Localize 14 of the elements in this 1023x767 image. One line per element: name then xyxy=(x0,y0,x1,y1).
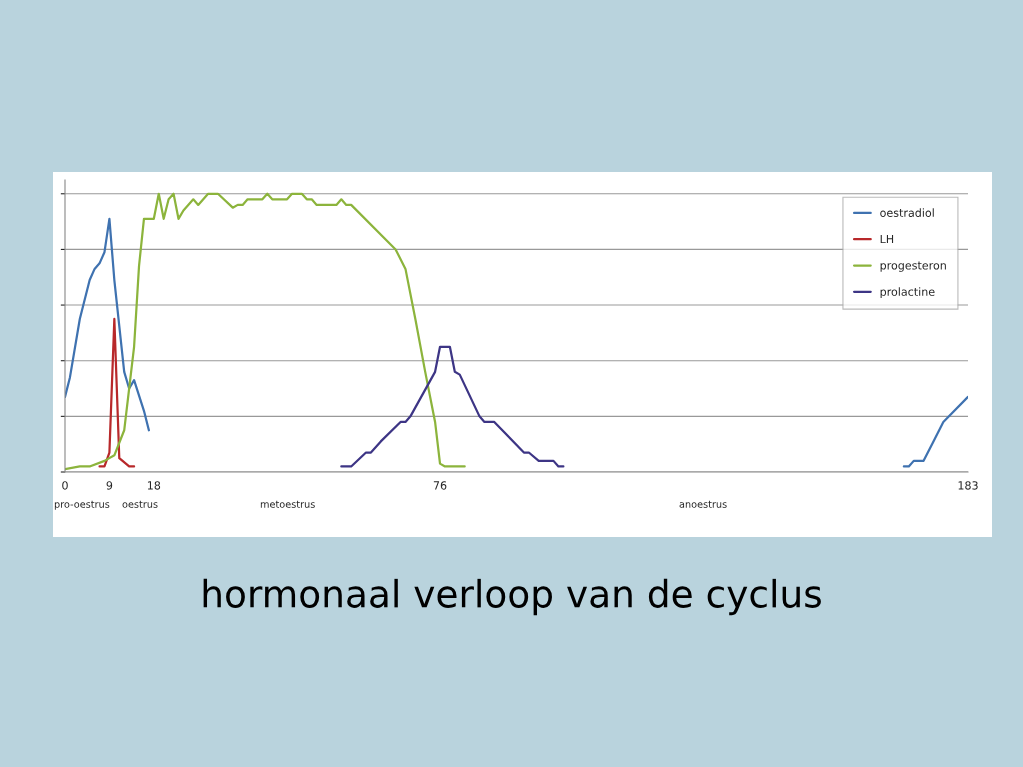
text: hormonaal verloop van de cyclus xyxy=(203,578,821,616)
legend-label: prolactine xyxy=(880,287,935,299)
x-tick-label: 0 xyxy=(62,481,68,490)
legend-label: progesteron xyxy=(880,261,946,272)
legend-label: LH xyxy=(880,235,894,244)
text: anoestrus xyxy=(679,500,727,508)
text: oestrus xyxy=(122,500,158,508)
text: pro-oestrus xyxy=(54,500,110,510)
x-tick-label: 76 xyxy=(433,481,447,490)
x-tick-label: 18 xyxy=(147,481,161,490)
legend-label: oestradiol xyxy=(880,208,934,217)
x-tick-label: 9 xyxy=(106,481,113,490)
text: metoestrus xyxy=(260,500,315,508)
x-tick-label: 183 xyxy=(958,481,978,490)
